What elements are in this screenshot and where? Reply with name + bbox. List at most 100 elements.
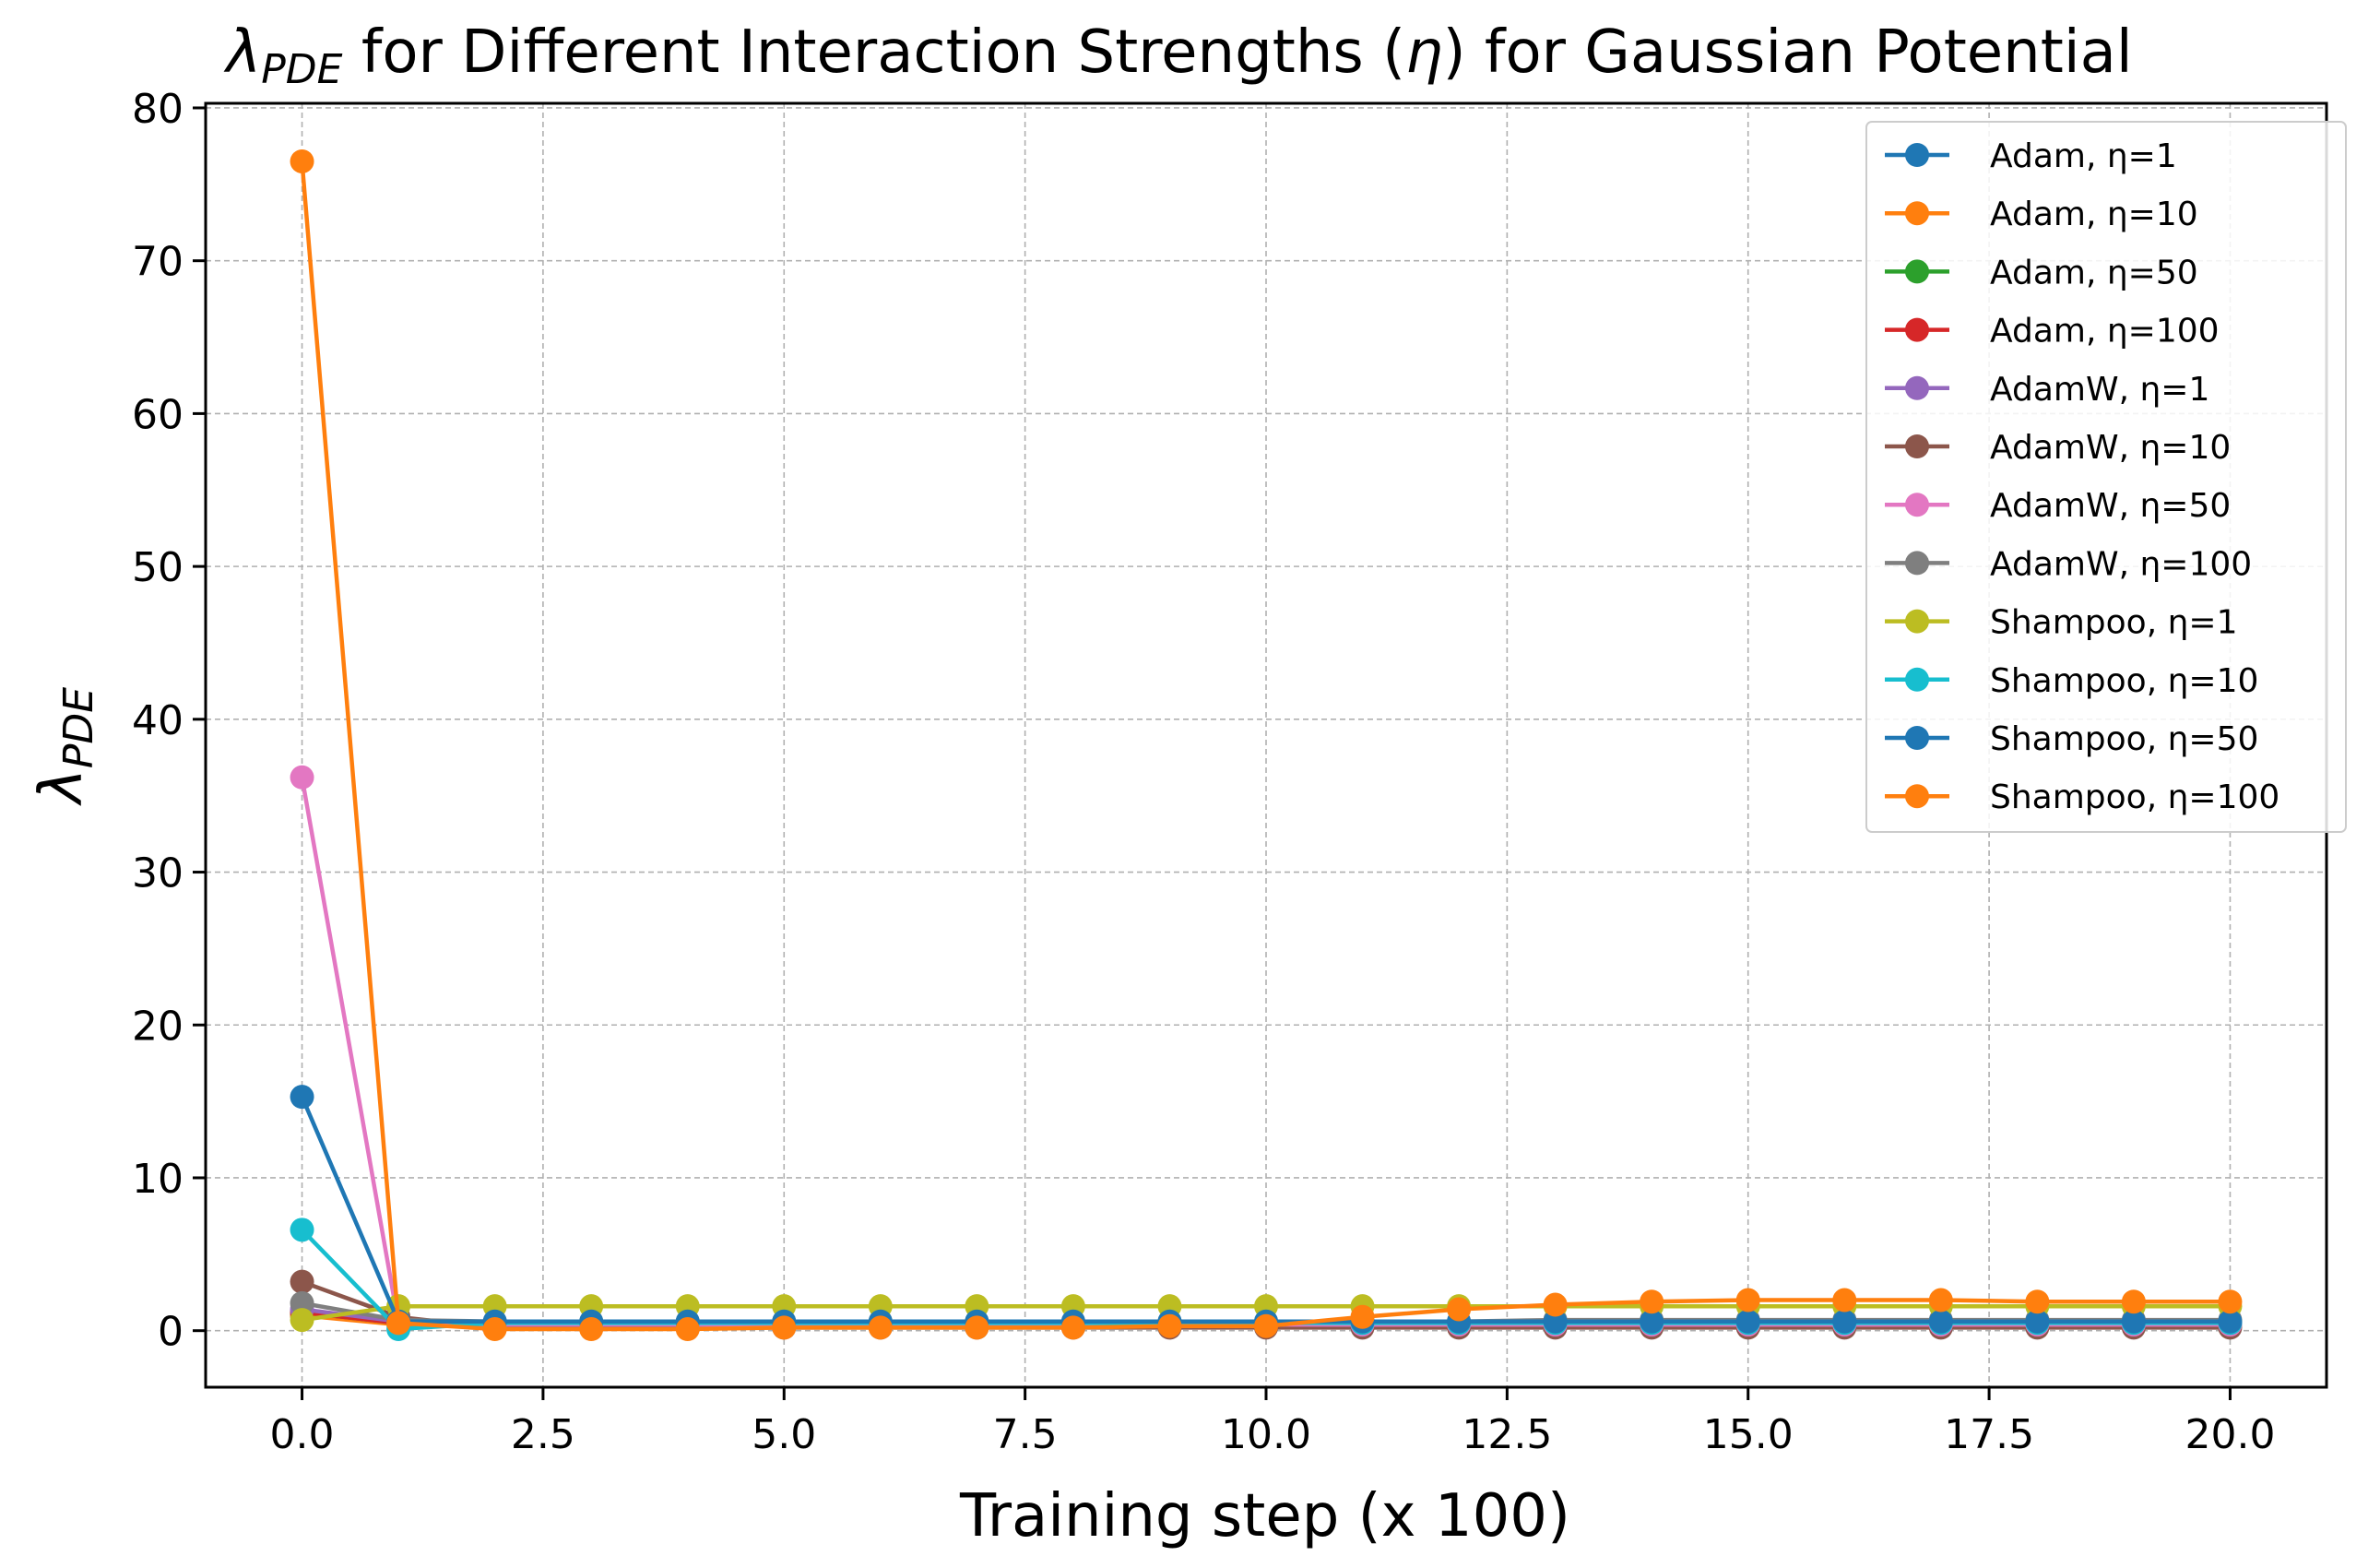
legend-label: Adam, η=100 <box>1990 313 2220 350</box>
legend-label: AdamW, η=1 <box>1990 371 2209 409</box>
title-symbol: λ <box>223 18 261 87</box>
data-point <box>675 1317 700 1342</box>
legend: Adam, η=1 Adam, η=10 Adam, η=50 Adam, η=100… <box>1865 121 2347 833</box>
data-point <box>579 1317 604 1342</box>
legend-swatch-marker <box>1905 784 1929 809</box>
legend-label: Shampoo, η=1 <box>1990 604 2237 642</box>
legend-item: Shampoo, η=100 <box>1885 778 2279 816</box>
legend-label: AdamW, η=100 <box>1990 545 2252 583</box>
data-point <box>1735 1288 1760 1313</box>
legend-swatch-marker <box>1905 551 1929 576</box>
legend-item: AdamW, η=100 <box>1885 545 2252 583</box>
data-point <box>1543 1292 1568 1317</box>
legend-item: Adam, η=10 <box>1885 196 2198 233</box>
plot-series <box>290 148 2243 1342</box>
legend-item: AdamW, η=10 <box>1885 429 2231 467</box>
legend-item: AdamW, η=1 <box>1885 371 2209 409</box>
data-point <box>290 1218 314 1242</box>
legend-swatch-marker <box>1905 493 1929 517</box>
legend-item: Shampoo, η=50 <box>1885 720 2258 758</box>
x-axis-label: Training step (x 100) <box>959 1482 1570 1550</box>
legend-swatch-marker <box>1905 609 1929 634</box>
series-12 <box>290 148 2243 1342</box>
legend-label: Adam, η=50 <box>1990 254 2198 291</box>
legend-swatch-marker <box>1905 201 1929 226</box>
legend-swatch-marker <box>1905 143 1929 167</box>
y-tick-label: 70 <box>132 239 184 286</box>
legend-label: AdamW, η=50 <box>1990 487 2231 525</box>
legend-item: AdamW, η=50 <box>1885 487 2231 525</box>
data-point <box>1157 1313 1182 1338</box>
x-tick-label: 5.0 <box>752 1411 816 1458</box>
axis-ticks: 0.0 2.5 5.0 7.5 10.0 12.5 15.0 17.5 20.0 0 10 20 30 4… <box>132 86 2275 1458</box>
x-tick-label: 10.0 <box>1221 1411 1311 1458</box>
data-point <box>1254 1313 1278 1338</box>
data-point <box>1832 1288 1857 1313</box>
x-tick-label: 20.0 <box>2185 1411 2275 1458</box>
data-point <box>1928 1309 1953 1334</box>
y-axis-label-symbol: λ <box>28 768 96 806</box>
data-point <box>965 1315 989 1340</box>
y-tick-label: 10 <box>132 1156 184 1203</box>
data-point <box>2218 1309 2243 1334</box>
legend-swatch-marker <box>1905 667 1929 692</box>
legend-label: Shampoo, η=10 <box>1990 662 2258 700</box>
x-tick-label: 15.0 <box>1703 1411 1794 1458</box>
legend-item: Adam, η=1 <box>1885 137 2177 175</box>
y-tick-label: 0 <box>158 1309 184 1356</box>
data-point <box>1832 1309 1857 1334</box>
data-point <box>1060 1315 1085 1340</box>
x-tick-label: 7.5 <box>993 1411 1058 1458</box>
y-tick-label: 20 <box>132 1003 184 1050</box>
legend-label: Adam, η=10 <box>1990 196 2198 233</box>
data-point <box>772 1315 797 1340</box>
data-point <box>1350 1304 1375 1329</box>
x-tick-label: 2.5 <box>511 1411 575 1458</box>
data-point <box>290 1308 314 1333</box>
y-tick-label: 50 <box>132 544 184 591</box>
legend-label: AdamW, η=10 <box>1990 429 2231 467</box>
data-point <box>2121 1309 2146 1334</box>
data-point <box>1640 1309 1664 1334</box>
legend-item: Adam, η=50 <box>1885 254 2198 291</box>
legend-item: Shampoo, η=10 <box>1885 662 2258 700</box>
legend-item: Adam, η=100 <box>1885 313 2220 350</box>
legend-swatch-marker <box>1905 726 1929 750</box>
y-tick-label: 30 <box>132 850 184 897</box>
data-point <box>290 1290 314 1315</box>
title-subscript: PDE <box>261 46 342 93</box>
data-point <box>290 148 314 173</box>
x-tick-label: 0.0 <box>270 1411 335 1458</box>
data-point <box>1447 1297 1472 1322</box>
title-text: for Different Interaction Strengths ( <box>342 18 1405 87</box>
y-axis-label-subscript: PDE <box>55 687 102 768</box>
data-point <box>868 1315 893 1340</box>
data-point <box>2025 1309 2050 1334</box>
y-tick-label: 40 <box>132 697 184 744</box>
legend-label: Adam, η=1 <box>1990 137 2177 175</box>
data-point <box>1543 1309 1568 1334</box>
legend-label: Shampoo, η=100 <box>1990 778 2279 816</box>
x-tick-label: 12.5 <box>1462 1411 1552 1458</box>
legend-box <box>1865 121 2347 833</box>
data-point <box>290 1085 314 1110</box>
data-point <box>2218 1289 2243 1314</box>
data-point <box>2025 1289 2050 1314</box>
data-point <box>386 1311 411 1336</box>
x-tick-label: 17.5 <box>1944 1411 2034 1458</box>
legend-swatch-marker <box>1905 317 1929 342</box>
title-text-end: ) for Gaussian Potential <box>1443 18 2133 87</box>
legend-swatch-marker <box>1905 434 1929 458</box>
data-point <box>482 1317 507 1342</box>
data-point <box>1640 1289 1664 1314</box>
legend-item: Shampoo, η=1 <box>1885 604 2237 642</box>
legend-label: Shampoo, η=50 <box>1990 720 2258 758</box>
y-tick-label: 60 <box>132 391 184 438</box>
data-point <box>290 1269 314 1294</box>
chart-title: λPDE for Different Interaction Strengths… <box>223 18 2132 93</box>
y-tick-label: 80 <box>132 86 184 133</box>
legend-swatch-marker <box>1905 259 1929 284</box>
data-point <box>1735 1309 1760 1334</box>
legend-items: Adam, η=1 Adam, η=10 Adam, η=50 Adam, η=100… <box>1885 137 2279 816</box>
